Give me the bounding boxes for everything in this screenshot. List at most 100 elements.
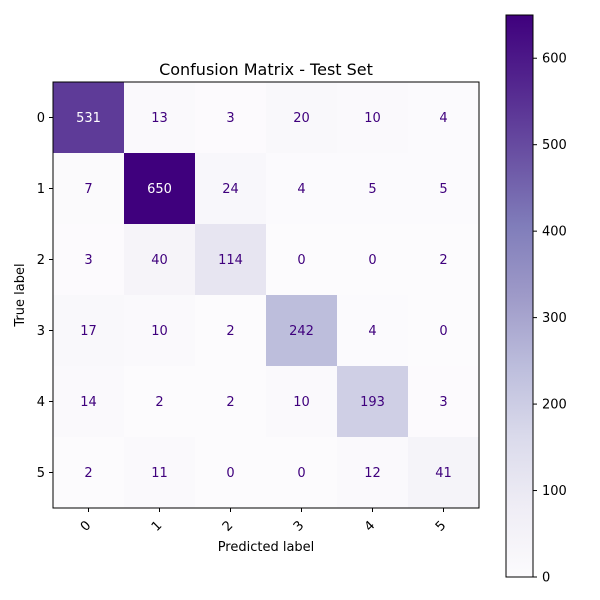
heatmap-cell [266,366,338,438]
heatmap-cell [53,366,125,438]
heatmap-cell [408,82,480,154]
x-axis-label: Predicted label [218,540,315,555]
y-axis-ticks: 0 1 2 3 4 5 [37,111,53,481]
cell-value-label: 2 [155,395,163,410]
cell-value-label: 2 [226,395,234,410]
heatmap-cell [124,224,196,296]
heatmap-cell [53,224,125,296]
heatmap-cell [337,153,409,225]
colorbar-tick-label: 300 [542,311,567,326]
heatmap-cell [53,153,125,225]
heatmap-cell [124,437,196,509]
colorbar-ticks: 0 100 200 300 400 500 600 [533,52,567,586]
heatmap-cell [124,366,196,438]
x-axis-ticks: 0 1 2 3 4 5 [78,508,449,535]
cell-value-label: 5 [439,182,447,197]
heatmap-cells [53,82,480,509]
cell-value-label: 0 [439,324,447,339]
colorbar-tick-label: 400 [542,225,567,240]
cell-value-label: 5 [368,182,376,197]
heatmap-cell [124,82,196,154]
y-tick-label: 2 [37,253,45,268]
heatmap-cell [266,224,338,296]
cell-value-label: 0 [297,253,305,268]
heatmap-cell [408,437,480,509]
heatmap-cell [124,153,196,225]
cell-value-label: 4 [368,324,376,339]
heatmap-cell [337,295,409,367]
heatmap-cell [266,295,338,367]
heatmap-cell [266,82,338,154]
cell-value-label: 17 [80,324,97,339]
chart-title: Confusion Matrix - Test Set [159,60,373,79]
cell-value-label: 14 [80,395,97,410]
cell-value-label: 2 [439,253,447,268]
heatmap-cell [195,224,267,296]
heatmap-cell [408,153,480,225]
heatmap-cell [195,82,267,154]
heatmap-cell [337,437,409,509]
cell-value-label: 0 [368,253,376,268]
cell-value-label: 242 [289,324,314,339]
cell-value-label: 2 [226,324,234,339]
cell-value-label: 10 [151,324,168,339]
colorbar [505,14,534,578]
cell-value-label: 13 [151,111,168,126]
heatmap-cell [266,437,338,509]
x-tick-label: 0 [78,518,94,534]
cell-value-label: 10 [293,395,310,410]
cell-value-label: 650 [147,182,172,197]
heatmap-cell [53,295,125,367]
colorbar-tick-label: 0 [542,571,550,586]
cell-value-label: 11 [151,466,168,481]
cell-value-label: 4 [297,182,305,197]
cell-value-label: 41 [435,466,452,481]
x-tick-label: 2 [220,518,236,534]
y-axis-label: True label [13,263,28,327]
colorbar-tick-label: 100 [542,484,567,499]
heatmap-cell [195,153,267,225]
cell-value-label: 10 [364,111,381,126]
cell-value-label: 12 [364,466,381,481]
heatmap-cell [408,295,480,367]
cell-value-label: 3 [84,253,92,268]
heatmap-cell [266,153,338,225]
cell-value-label: 531 [76,111,101,126]
heatmap-cell [195,437,267,509]
cell-value-label: 20 [293,111,310,126]
colorbar-tick-label: 200 [542,398,567,413]
heatmap-cell [195,366,267,438]
cell-value-label: 3 [439,395,447,410]
heatmap-cell [337,366,409,438]
y-tick-label: 4 [37,395,45,410]
colorbar-tick-label: 600 [542,52,567,67]
heatmap-cell [408,224,480,296]
y-tick-label: 5 [37,466,45,481]
cell-value-label: 24 [222,182,239,197]
colorbar-tick-label: 500 [542,138,567,153]
cell-value-label: 4 [439,111,447,126]
heatmap-cell [53,437,125,509]
cell-value-label: 0 [226,466,234,481]
cell-value-label: 3 [226,111,234,126]
heatmap-cell [124,295,196,367]
cell-value-labels: 531 13 3 20 10 47 650 24 4 5 53 40 114 0 0 217 10 2 242 4 01… [76,111,452,481]
heatmap-cell [337,224,409,296]
heatmap-cell [53,82,125,154]
x-tick-label: 5 [433,518,449,534]
heatmap-cell [408,366,480,438]
y-tick-label: 0 [37,111,45,126]
cell-value-label: 7 [84,182,92,197]
cell-value-label: 40 [151,253,168,268]
cell-value-label: 193 [360,395,385,410]
heatmap-cell [337,82,409,154]
x-tick-label: 4 [362,518,378,534]
x-tick-label: 1 [149,518,165,534]
y-tick-label: 1 [37,182,45,197]
cell-value-label: 114 [218,253,243,268]
plot-frame [52,81,480,509]
cell-value-label: 0 [297,466,305,481]
y-tick-label: 3 [37,324,45,339]
cell-value-label: 2 [84,466,92,481]
